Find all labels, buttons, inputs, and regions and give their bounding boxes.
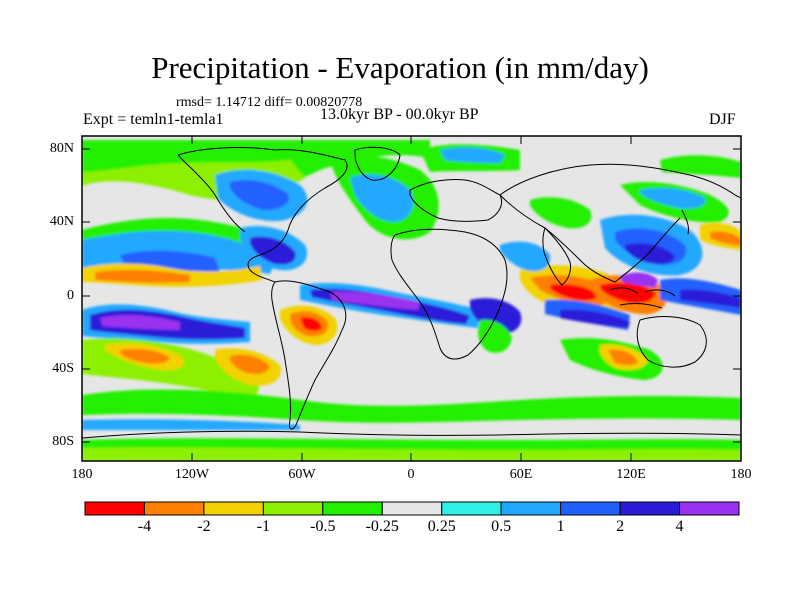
stats-text: rmsd= 1.14712 diff= 0.00820778 [176,95,363,110]
y-label-0: 0 [67,288,74,303]
colorbar-label: 2 [616,518,625,535]
colorbar-label: 0.5 [491,518,512,535]
colorbar [84,501,740,516]
colorbar-swatch [322,501,383,516]
colorbar-swatch [619,501,681,516]
y-label-40s: 40S [52,361,74,376]
y-label-40n: 40N [49,214,74,229]
x-label-180e: 180 [730,467,752,482]
colorbar-label: -0.5 [310,518,336,535]
colorbar-swatch [560,501,621,516]
pe-field [82,140,741,461]
colorbar-swatch [143,501,205,516]
y-label-80n: 80N [49,141,74,156]
x-label-60e: 60E [509,467,533,482]
colorbar-label: -4 [137,518,152,535]
x-label-180w: 180 [71,467,93,482]
x-label-60w: 60W [288,467,316,482]
colorbar-swatch [500,501,562,516]
coastlines [82,146,741,439]
y-label-80s: 80S [52,434,74,449]
colorbar-label: -0.25 [365,518,399,535]
chart-title: Precipitation - Evaporation (in mm/day) [151,50,649,85]
y-ticks [82,148,741,443]
colorbar-label: 1 [556,518,565,535]
colorbar-swatch [441,501,502,516]
x-label-120w: 120W [174,467,210,482]
x-label-0: 0 [407,467,415,482]
colorbar-label: 0.25 [427,518,456,535]
colorbar-swatch [84,501,145,516]
colorbar-swatch [262,501,324,516]
x-label-120e: 120E [616,467,646,482]
colorbar-label: 4 [675,518,684,535]
season-label: DJF [709,111,736,128]
x-ticks [81,136,742,461]
colorbar-swatch [679,501,740,516]
colorbar-label: -2 [197,518,211,535]
period-label: 13.0kyr BP - 00.0kyr BP [320,106,479,123]
experiment-label: Expt = temln1-temla1 [83,111,224,128]
colorbar-label: -1 [256,518,271,535]
colorbar-swatch [381,501,443,516]
colorbar-swatch [203,501,264,516]
